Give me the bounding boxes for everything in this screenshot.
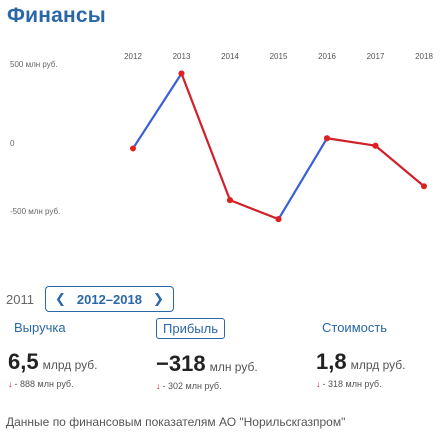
metric-value: 1,8 (316, 349, 347, 374)
metric-delta-text: - 302 млн руб. (162, 381, 222, 391)
data-point[interactable] (421, 183, 427, 190)
metric-value: −318 (156, 351, 206, 376)
metric-value-row: 1,8 млрд руб. (316, 349, 446, 375)
y-tick-label: -500 млн руб. (10, 207, 60, 216)
data-source-note: Данные по финансовым показателям АО "Нор… (6, 415, 346, 429)
metric-value-row: −318 млн руб. (156, 351, 301, 377)
arrow-down-icon: ↓ (8, 379, 13, 389)
metric-value-cost: Стоимость 1,8 млрд руб. ↓ - 318 млн руб. (316, 318, 446, 389)
y-tick-label: 500 млн руб. (10, 60, 58, 69)
metric-value-row: 6,5 млрд руб. (8, 349, 153, 375)
tab-cost[interactable]: Стоимость (322, 320, 388, 335)
x-tick-label: 2018 (415, 52, 433, 61)
y-tick-label: 0 (10, 139, 15, 148)
series-segment (228, 199, 280, 221)
arrow-down-icon: ↓ (316, 379, 321, 389)
metric-delta: ↓ - 302 млн руб. (156, 381, 301, 391)
period-range-label: 2012–2018 (76, 291, 142, 307)
arrow-down-icon: ↓ (156, 381, 161, 391)
metric-unit: млрд руб. (350, 358, 406, 372)
metric-delta-text: - 888 млн руб. (14, 379, 74, 389)
x-tick-label: 2017 (367, 52, 385, 61)
data-point[interactable] (227, 197, 233, 204)
x-tick-label: 2014 (221, 52, 239, 61)
chevron-left-icon[interactable]: ❮ (54, 291, 66, 306)
metric-value: 6,5 (8, 349, 39, 374)
metric-delta: ↓ - 318 млн руб. (316, 379, 446, 389)
data-point[interactable] (178, 70, 185, 77)
page-title: Финансы (7, 4, 106, 27)
data-point[interactable] (324, 135, 330, 142)
x-tick-label: 2015 (270, 52, 288, 61)
data-point[interactable] (275, 216, 282, 223)
profit-chart: 500 млн руб. 0 -500 млн руб. 2012 2013 2014 2… (10, 52, 433, 223)
x-tick-label: 2012 (124, 52, 142, 61)
metric-delta-text: - 318 млн руб. (322, 379, 382, 389)
metric-profit: Прибыль −318 млн руб. ↓ - 302 млн руб. (156, 318, 301, 391)
series-segment (180, 72, 232, 202)
x-tick-label: 2016 (318, 52, 336, 61)
metric-delta: ↓ - 888 млн руб. (8, 379, 153, 389)
metric-revenue: Выручка 6,5 млрд руб. ↓ - 888 млн руб. (8, 318, 153, 389)
series-segment (131, 72, 183, 150)
chevron-right-icon[interactable]: ❯ (152, 291, 164, 306)
data-point[interactable] (130, 145, 136, 152)
metric-unit: млн руб. (209, 360, 258, 374)
period-range-box: ❮ 2012–2018 ❯ (44, 286, 174, 312)
metric-unit: млрд руб. (42, 358, 98, 372)
previous-period-label[interactable]: 2011 (6, 291, 34, 307)
series-segment (374, 144, 426, 188)
series-segment (325, 137, 377, 147)
period-selector: 2011 ❮ 2012–2018 ❯ (6, 286, 174, 312)
series-segment (277, 137, 329, 221)
data-point[interactable] (372, 142, 379, 149)
tab-profit[interactable]: Прибыль (156, 318, 225, 339)
x-tick-label: 2013 (173, 52, 191, 61)
tab-revenue[interactable]: Выручка (14, 320, 66, 335)
